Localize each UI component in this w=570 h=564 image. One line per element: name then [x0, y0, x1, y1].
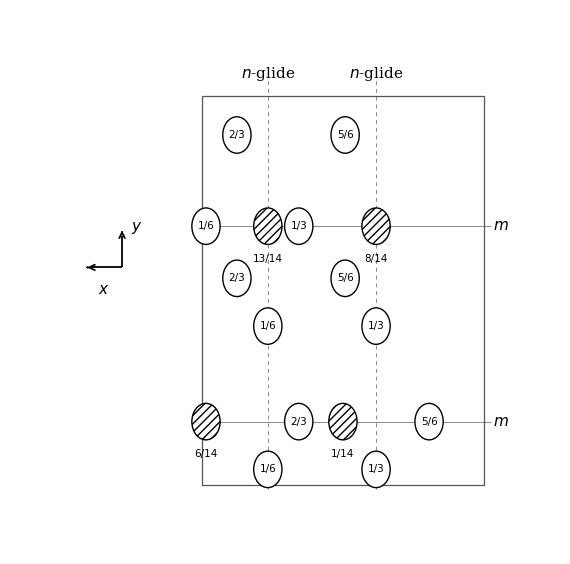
- Text: $n$-glide: $n$-glide: [241, 65, 295, 83]
- Text: $m$: $m$: [493, 219, 509, 233]
- Text: $n$-glide: $n$-glide: [349, 65, 403, 83]
- Text: 1/6: 1/6: [259, 321, 276, 331]
- Ellipse shape: [223, 260, 251, 297]
- Text: 6/14: 6/14: [194, 450, 218, 460]
- Ellipse shape: [223, 117, 251, 153]
- Ellipse shape: [362, 208, 390, 244]
- Ellipse shape: [254, 451, 282, 488]
- Ellipse shape: [329, 403, 357, 440]
- Text: 5/6: 5/6: [421, 417, 437, 426]
- Bar: [202, 96, 484, 484]
- Text: 2/3: 2/3: [229, 274, 245, 283]
- Text: 5/6: 5/6: [337, 130, 353, 140]
- Text: 1/14: 1/14: [331, 450, 355, 460]
- Text: 1/3: 1/3: [290, 221, 307, 231]
- Ellipse shape: [254, 208, 282, 244]
- Ellipse shape: [331, 260, 359, 297]
- Ellipse shape: [331, 117, 359, 153]
- Text: $y$: $y$: [131, 221, 142, 236]
- Ellipse shape: [254, 308, 282, 344]
- Text: $m$: $m$: [493, 415, 509, 429]
- Ellipse shape: [362, 451, 390, 488]
- Text: 1/6: 1/6: [259, 464, 276, 474]
- Ellipse shape: [192, 403, 220, 440]
- Text: 1/3: 1/3: [368, 464, 384, 474]
- Ellipse shape: [284, 208, 313, 244]
- Ellipse shape: [192, 208, 220, 244]
- Ellipse shape: [362, 308, 390, 344]
- Text: 2/3: 2/3: [229, 130, 245, 140]
- Text: 8/14: 8/14: [364, 254, 388, 264]
- Ellipse shape: [284, 403, 313, 440]
- Text: 2/3: 2/3: [290, 417, 307, 426]
- Text: 1/3: 1/3: [368, 321, 384, 331]
- Text: $x$: $x$: [97, 283, 109, 297]
- Text: 1/6: 1/6: [198, 221, 214, 231]
- Text: 13/14: 13/14: [253, 254, 283, 264]
- Text: 5/6: 5/6: [337, 274, 353, 283]
- Ellipse shape: [415, 403, 443, 440]
